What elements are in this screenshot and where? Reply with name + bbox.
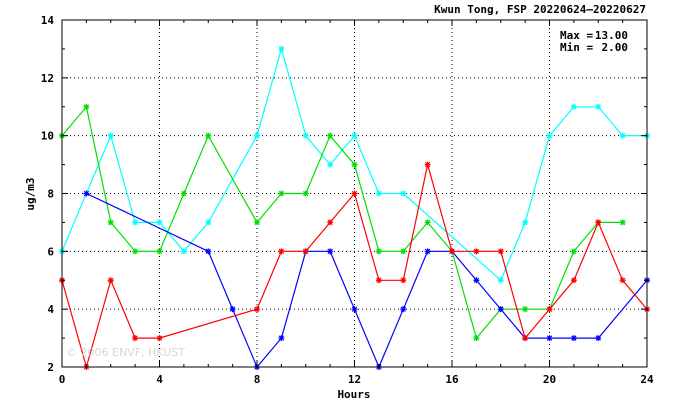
data-point [205,132,212,139]
data-point [107,132,114,139]
y-tick-label: 14 [41,14,55,27]
x-tick-label: 8 [254,373,261,386]
data-point [400,306,407,313]
data-point [400,248,407,255]
y-tick-labels: 2 4 6 8 10 12 14 [41,14,55,374]
data-point [156,335,163,342]
data-point [570,103,577,110]
data-point [83,190,90,197]
y-axis-label: ug/m3 [24,177,37,210]
data-point [351,161,358,168]
data-point [302,248,309,255]
data-point [570,335,577,342]
data-point [424,161,431,168]
data-point [522,219,529,226]
min-label: Min = [560,41,593,54]
data-point [302,190,309,197]
data-point [595,219,602,226]
chart-title: Kwun Tong, FSP 20220624—20220627 [434,3,646,16]
data-point [375,190,382,197]
data-point [473,277,480,284]
series [83,190,650,370]
y-tick-label: 12 [41,72,54,85]
data-point [400,190,407,197]
max-label: Max = [560,29,593,42]
data-point [327,248,334,255]
tick-marks [61,19,648,368]
data-point [375,277,382,284]
y-tick-label: 6 [47,245,54,258]
series-line [86,192,648,369]
data-point [473,335,480,342]
data-point [107,277,114,284]
data-point [546,335,553,342]
data-point [254,132,260,139]
max-value: 13.00 [595,29,628,42]
data-point [132,248,139,255]
x-tick-label: 16 [445,373,459,386]
data-point [546,132,553,139]
y-tick-label: 8 [47,188,54,201]
data-point [327,132,334,139]
min-value: 2.00 [602,41,629,54]
watermark: © 2006 ENVF, HKUST [66,346,185,359]
data-point [132,335,139,342]
data-point [619,277,626,284]
data-point [327,161,334,168]
data-point [449,248,455,255]
data-point [619,132,626,139]
data-point [497,306,504,313]
data-point [254,306,260,313]
data-point [351,132,358,139]
data-point [205,219,212,226]
data-point [278,335,285,342]
data-point [351,306,358,313]
data-point [375,248,382,255]
x-tick-label: 20 [543,373,556,386]
data-point [522,335,529,342]
data-point [254,219,260,226]
data-point [497,277,504,284]
series-group [59,45,650,370]
data-point [156,219,163,226]
data-point [595,335,602,342]
data-point [278,45,285,52]
data-point [424,219,431,226]
x-tick-label: 0 [59,373,66,386]
data-point [497,248,504,255]
data-point [278,248,285,255]
x-tick-labels: 0 4 8 12 16 20 24 [59,373,654,386]
data-point [278,190,285,197]
data-point [546,306,553,313]
data-point [132,219,139,226]
data-point [83,103,90,110]
series-line [61,164,648,370]
data-point [619,219,626,226]
x-tick-label: 4 [156,373,163,386]
y-tick-label: 10 [41,130,54,143]
data-point [327,219,334,226]
y-tick-label: 2 [47,361,54,374]
x-tick-label: 24 [640,373,654,386]
data-point [302,132,309,139]
data-point [522,306,529,313]
data-point [400,277,407,284]
data-point [107,219,114,226]
data-point [424,248,431,255]
data-point [229,306,236,313]
data-point [570,248,577,255]
series [59,161,650,370]
x-tick-label: 12 [348,373,361,386]
data-point [570,277,577,284]
data-point [473,248,480,255]
data-point [351,190,358,197]
y-tick-label: 4 [47,303,54,316]
x-axis-label: Hours [337,388,370,401]
data-point [180,190,187,197]
data-point [595,103,602,110]
data-point [180,248,187,255]
data-point [156,248,163,255]
data-point [205,248,212,255]
